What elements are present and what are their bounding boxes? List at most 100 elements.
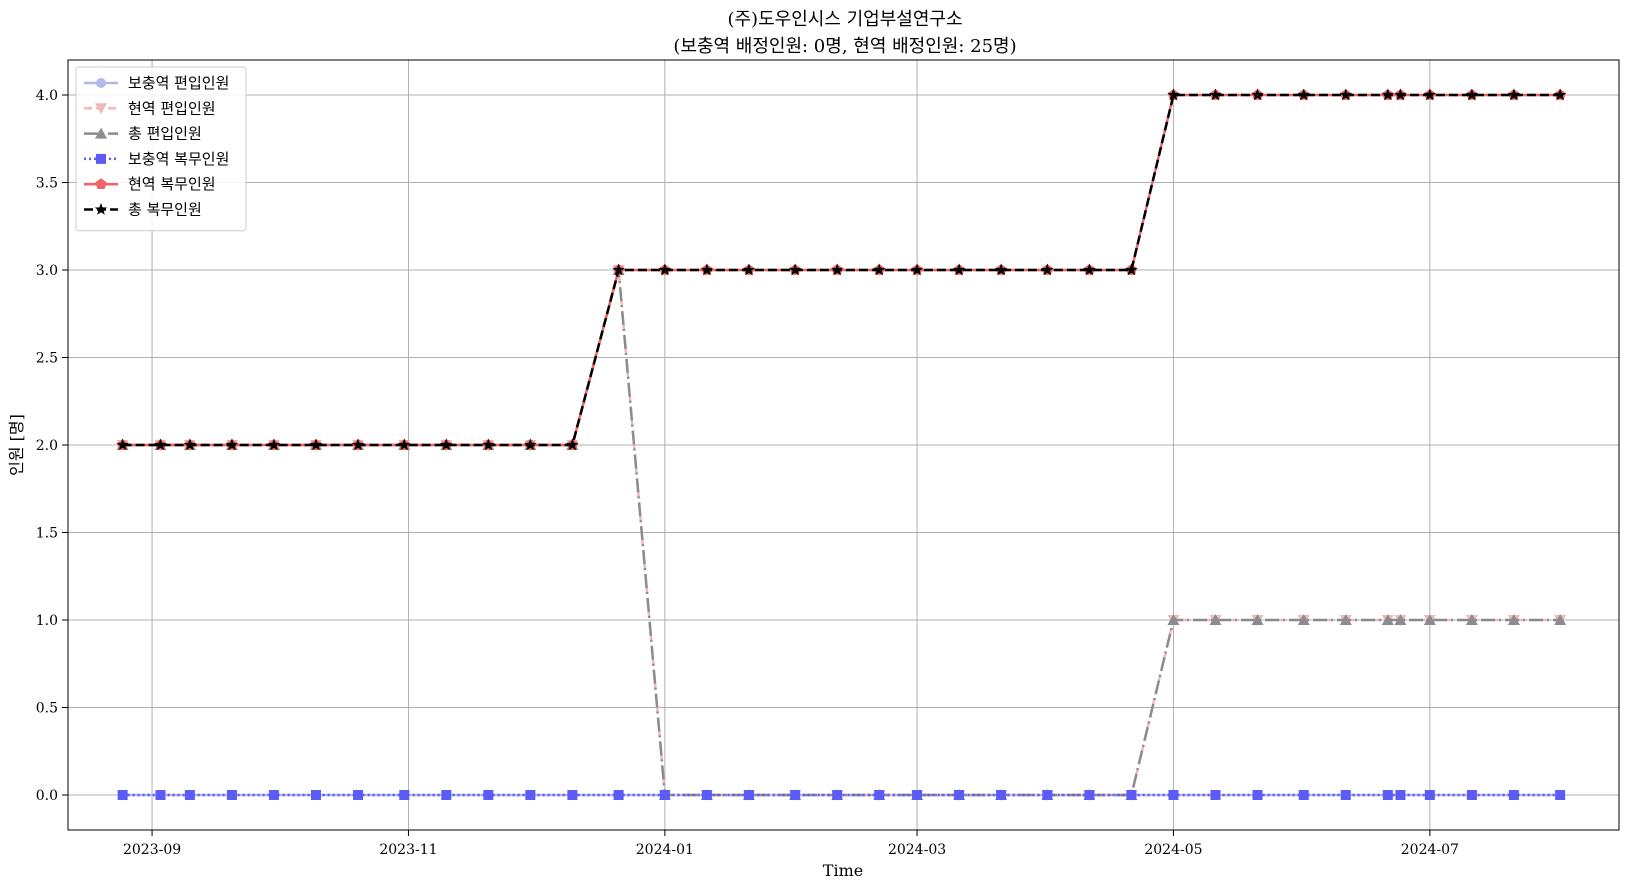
x-tick-label: 2024-07 bbox=[1401, 842, 1459, 858]
data-point bbox=[1126, 790, 1137, 800]
y-axis: 0.0 0.5 1.0 1.5 2.0 2.5 3.0 3.5 4.0 bbox=[36, 88, 68, 804]
data-point bbox=[701, 790, 712, 800]
data-point bbox=[1084, 790, 1095, 800]
data-point bbox=[743, 790, 754, 800]
x-axis-label: Time bbox=[823, 861, 863, 880]
data-point bbox=[116, 438, 129, 451]
data-point bbox=[912, 790, 923, 800]
data-point bbox=[954, 790, 965, 800]
data-point bbox=[1340, 790, 1351, 800]
data-point bbox=[225, 438, 239, 451]
data-point bbox=[1125, 263, 1138, 276]
data-point bbox=[1423, 614, 1436, 625]
x-tick-label: 2024-01 bbox=[636, 842, 694, 858]
y-tick-label: 1.5 bbox=[36, 526, 58, 542]
data-point bbox=[1251, 88, 1264, 101]
data-point bbox=[398, 438, 411, 451]
data-point bbox=[1395, 790, 1406, 800]
data-point bbox=[1083, 263, 1096, 276]
y-tick-label: 2.5 bbox=[36, 351, 58, 367]
data-point bbox=[117, 790, 128, 800]
data-point bbox=[399, 790, 410, 800]
data-point bbox=[1297, 88, 1310, 101]
legend-entry: 현역 편입인원 bbox=[84, 99, 216, 117]
data-point bbox=[1209, 614, 1222, 625]
legend-marker bbox=[95, 103, 107, 115]
legend-entry: 보충역 복무인원 bbox=[84, 150, 229, 168]
series-6 bbox=[116, 88, 1567, 451]
data-point bbox=[832, 790, 843, 800]
x-tick-label: 2024-05 bbox=[1144, 842, 1202, 858]
data-point bbox=[700, 263, 714, 276]
data-point bbox=[267, 438, 281, 451]
data-point bbox=[1507, 614, 1520, 625]
legend-label: 현역 편입인원 bbox=[128, 99, 216, 117]
data-point bbox=[1381, 614, 1394, 625]
legend-marker bbox=[95, 127, 107, 139]
legend-marker bbox=[95, 178, 107, 190]
data-point bbox=[440, 438, 453, 451]
data-point bbox=[567, 790, 578, 800]
series-4 bbox=[117, 790, 1566, 800]
data-point bbox=[1381, 88, 1394, 101]
data-point bbox=[1394, 614, 1407, 625]
data-point bbox=[154, 438, 167, 451]
data-point bbox=[613, 790, 624, 800]
data-point bbox=[1466, 790, 1477, 800]
x-tick-label: 2024-03 bbox=[888, 842, 946, 858]
data-point bbox=[525, 790, 536, 800]
data-point bbox=[1168, 790, 1179, 800]
data-point bbox=[1041, 263, 1054, 276]
data-point bbox=[1251, 614, 1264, 625]
data-point bbox=[874, 790, 885, 800]
legend-label: 총 편입인원 bbox=[128, 125, 202, 143]
data-point bbox=[994, 263, 1008, 276]
data-point bbox=[1553, 88, 1567, 101]
data-point bbox=[1298, 790, 1309, 800]
legend-box bbox=[75, 66, 247, 232]
data-point bbox=[1252, 790, 1263, 800]
x-axis: 2023-09 2023-11 2024-01 2024-03 2024-05 2024-… bbox=[123, 830, 1459, 858]
data-point bbox=[788, 263, 802, 276]
data-point bbox=[353, 790, 364, 800]
data-point bbox=[268, 790, 279, 800]
data-point bbox=[1465, 614, 1478, 625]
legend-entry: 총 복무인원 bbox=[84, 201, 202, 219]
chart-title-line2: (보충역 배정인원: 0명, 현역 배정인원: 25명) bbox=[673, 36, 1016, 57]
y-tick-label: 4.0 bbox=[36, 88, 58, 104]
data-point bbox=[1339, 614, 1352, 625]
data-point bbox=[873, 263, 886, 276]
data-point bbox=[996, 790, 1007, 800]
data-point bbox=[910, 263, 924, 276]
legend-label: 보충역 복무인원 bbox=[128, 150, 229, 168]
data-point bbox=[1339, 88, 1352, 101]
chart-title-line1: (주)도우인시스 기업부설연구소 bbox=[727, 9, 962, 30]
y-tick-label: 0.0 bbox=[36, 788, 58, 804]
y-tick-label: 1.0 bbox=[36, 613, 58, 629]
data-point bbox=[831, 263, 844, 276]
data-point bbox=[184, 790, 195, 800]
data-point bbox=[1507, 88, 1521, 101]
x-tick-label: 2023-11 bbox=[379, 842, 437, 858]
data-point bbox=[1209, 88, 1222, 101]
data-point bbox=[1555, 790, 1566, 800]
data-point bbox=[1297, 614, 1310, 625]
legend-label: 보충역 편입인원 bbox=[128, 74, 229, 92]
legend-label: 총 복무인원 bbox=[128, 201, 202, 219]
data-point bbox=[1554, 614, 1567, 625]
data-point bbox=[1423, 88, 1437, 101]
data-point bbox=[1210, 790, 1221, 800]
legend-entry: 보충역 편입인원 bbox=[84, 74, 229, 92]
data-point bbox=[524, 438, 537, 451]
data-point bbox=[309, 438, 323, 451]
data-point bbox=[790, 790, 801, 800]
data-point bbox=[742, 263, 756, 276]
legend-marker bbox=[94, 203, 108, 215]
data-point bbox=[1042, 790, 1053, 800]
data-point bbox=[1382, 790, 1393, 800]
data-point bbox=[1465, 88, 1479, 101]
legend-marker bbox=[96, 153, 106, 164]
y-tick-label: 3.0 bbox=[36, 263, 58, 279]
y-axis-label: 인원 [명] bbox=[7, 414, 26, 476]
